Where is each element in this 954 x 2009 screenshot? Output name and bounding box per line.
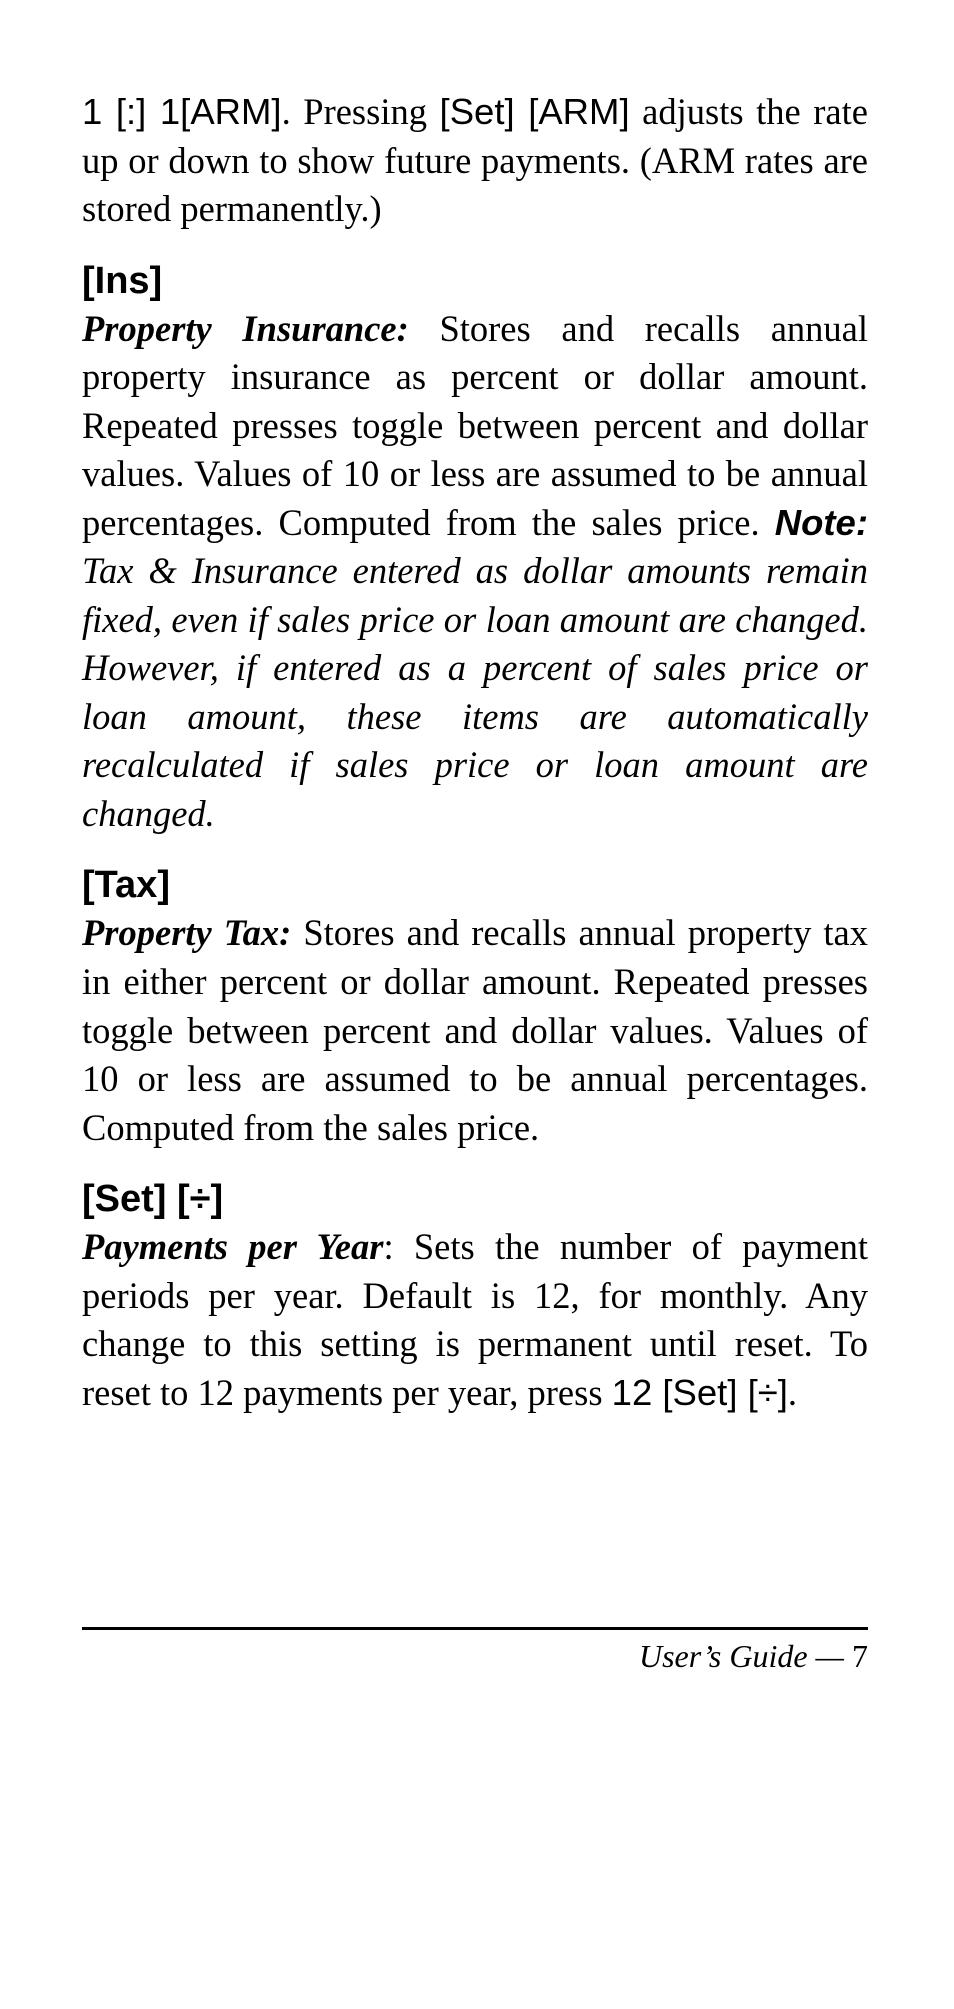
top-mid-plain: . Pressing: [282, 91, 440, 132]
footer-page-number: 7: [852, 1638, 868, 1674]
term-property-insurance: Property Insurance:: [82, 308, 409, 349]
top-paragraph: 1 [:] 1[ARM]. Pressing [Set] [ARM] adjus…: [82, 88, 868, 234]
term-property-tax: Property Tax:: [82, 912, 291, 953]
section-tax-body: Property Tax: Stores and recalls annual …: [82, 909, 868, 1152]
footer-label: User’s Guide —: [639, 1638, 852, 1674]
body-setdiv-post: .: [788, 1372, 797, 1413]
top-lead-sans: 1 [:] 1[ARM]: [82, 91, 282, 132]
page-content: 1 [:] 1[ARM]. Pressing [Set] [ARM] adjus…: [82, 88, 868, 1675]
heading-ins: [Ins]: [82, 260, 868, 303]
heading-set-div: [Set] [÷]: [82, 1178, 868, 1221]
section-setdiv-body: Payments per Year: Sets the number of pa…: [82, 1223, 868, 1417]
body-setdiv-sans: 12 [Set] [÷]: [612, 1372, 788, 1413]
note-body: Tax & Insurance entered as dollar amount…: [82, 550, 868, 834]
heading-tax: [Tax]: [82, 864, 868, 907]
term-payments-per-year: Payments per Year: [82, 1226, 383, 1267]
top-mid-sans: [Set] [ARM]: [440, 91, 630, 132]
page-footer: User’s Guide — 7: [82, 1627, 868, 1675]
section-ins-body: Property Insurance: Stores and recalls a…: [82, 305, 868, 839]
note-label: Note:: [775, 502, 868, 543]
